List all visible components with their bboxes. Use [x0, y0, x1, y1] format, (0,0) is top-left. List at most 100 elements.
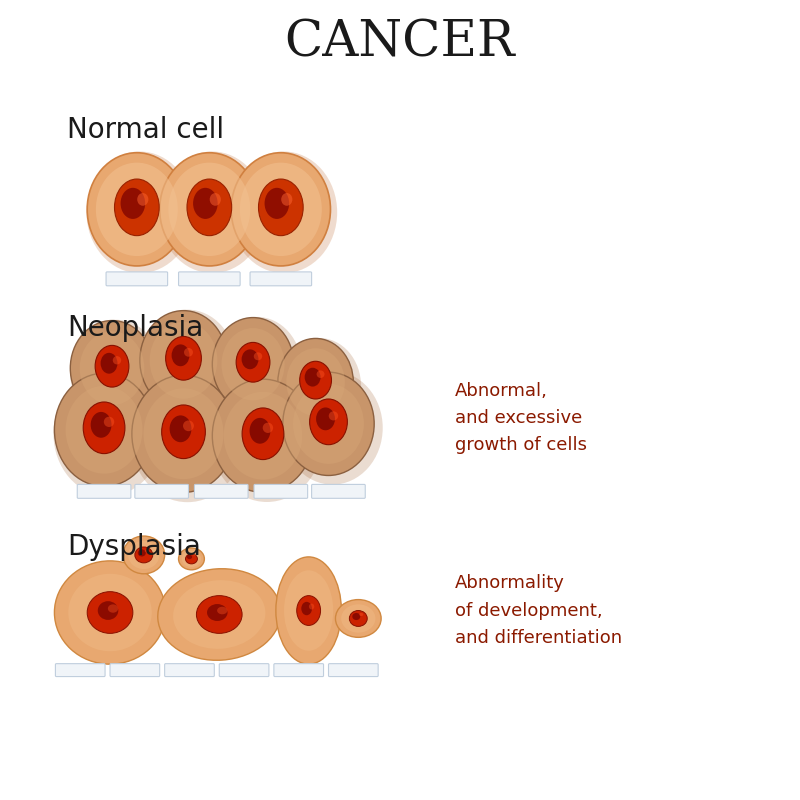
Ellipse shape [207, 604, 227, 621]
Text: Dysplasia: Dysplasia [67, 533, 202, 561]
Ellipse shape [83, 402, 125, 454]
Ellipse shape [182, 550, 201, 567]
Ellipse shape [250, 418, 270, 444]
Text: Abnormality
of development,
and differentiation: Abnormality of development, and differen… [454, 574, 622, 646]
FancyBboxPatch shape [110, 664, 160, 677]
Ellipse shape [309, 603, 314, 610]
Ellipse shape [230, 151, 337, 273]
Ellipse shape [317, 370, 325, 378]
Ellipse shape [297, 596, 321, 626]
Ellipse shape [236, 342, 270, 382]
Text: Neoplasia: Neoplasia [67, 314, 203, 342]
Ellipse shape [242, 350, 258, 370]
Ellipse shape [143, 388, 223, 479]
Ellipse shape [293, 384, 364, 464]
Ellipse shape [114, 179, 159, 236]
Ellipse shape [310, 399, 347, 445]
Ellipse shape [139, 310, 235, 419]
Ellipse shape [171, 344, 190, 366]
Ellipse shape [168, 162, 250, 256]
Ellipse shape [286, 348, 345, 416]
Ellipse shape [352, 613, 360, 620]
Ellipse shape [212, 318, 294, 411]
Ellipse shape [145, 550, 149, 553]
Ellipse shape [278, 338, 354, 426]
Ellipse shape [54, 561, 166, 664]
FancyBboxPatch shape [194, 485, 248, 498]
Ellipse shape [178, 548, 204, 570]
Ellipse shape [138, 193, 148, 206]
Ellipse shape [70, 321, 154, 416]
Ellipse shape [95, 346, 129, 387]
Ellipse shape [316, 407, 335, 430]
Ellipse shape [341, 604, 375, 633]
Ellipse shape [265, 188, 289, 219]
Ellipse shape [135, 547, 153, 563]
Ellipse shape [224, 392, 302, 480]
FancyBboxPatch shape [254, 485, 308, 498]
Ellipse shape [113, 356, 121, 365]
Ellipse shape [262, 422, 273, 433]
Ellipse shape [87, 592, 133, 634]
Ellipse shape [335, 600, 381, 638]
FancyBboxPatch shape [329, 664, 378, 677]
Ellipse shape [86, 151, 193, 273]
FancyBboxPatch shape [106, 272, 168, 286]
Ellipse shape [305, 368, 321, 386]
Ellipse shape [80, 331, 144, 405]
Ellipse shape [173, 580, 266, 649]
Ellipse shape [162, 405, 206, 458]
Ellipse shape [212, 379, 314, 492]
Ellipse shape [254, 352, 262, 360]
Ellipse shape [130, 374, 244, 502]
Ellipse shape [98, 601, 118, 620]
Ellipse shape [68, 574, 152, 651]
Ellipse shape [186, 554, 192, 559]
Ellipse shape [197, 596, 242, 634]
Ellipse shape [350, 610, 367, 626]
Ellipse shape [70, 320, 162, 425]
Ellipse shape [240, 162, 322, 256]
Text: Abnormal,
and excessive
growth of cells: Abnormal, and excessive growth of cells [454, 382, 586, 454]
Ellipse shape [329, 411, 338, 421]
Ellipse shape [184, 348, 193, 357]
Ellipse shape [282, 371, 382, 485]
FancyBboxPatch shape [178, 272, 240, 286]
Ellipse shape [231, 153, 330, 266]
Ellipse shape [132, 375, 235, 492]
Ellipse shape [300, 362, 331, 399]
FancyBboxPatch shape [55, 664, 105, 677]
Ellipse shape [276, 557, 342, 664]
Ellipse shape [159, 151, 266, 273]
Ellipse shape [158, 569, 281, 660]
FancyBboxPatch shape [250, 272, 312, 286]
Ellipse shape [284, 570, 334, 650]
Ellipse shape [187, 179, 232, 236]
FancyBboxPatch shape [219, 664, 269, 677]
Ellipse shape [54, 373, 154, 486]
Ellipse shape [96, 162, 178, 256]
FancyBboxPatch shape [78, 485, 131, 498]
Ellipse shape [283, 372, 374, 475]
Ellipse shape [66, 386, 142, 474]
Text: CANCER: CANCER [285, 18, 515, 67]
Ellipse shape [108, 604, 118, 613]
Ellipse shape [211, 378, 322, 502]
FancyBboxPatch shape [165, 664, 214, 677]
Ellipse shape [278, 338, 361, 434]
Ellipse shape [193, 188, 218, 219]
Ellipse shape [123, 536, 165, 574]
Ellipse shape [90, 412, 111, 438]
Ellipse shape [242, 408, 284, 459]
FancyBboxPatch shape [135, 485, 189, 498]
FancyBboxPatch shape [312, 485, 366, 498]
FancyBboxPatch shape [274, 664, 323, 677]
Ellipse shape [212, 317, 302, 419]
Ellipse shape [138, 550, 146, 557]
Ellipse shape [282, 193, 292, 206]
Ellipse shape [121, 188, 145, 219]
Ellipse shape [140, 310, 227, 410]
Ellipse shape [193, 554, 196, 556]
Ellipse shape [160, 153, 259, 266]
Ellipse shape [104, 417, 114, 427]
